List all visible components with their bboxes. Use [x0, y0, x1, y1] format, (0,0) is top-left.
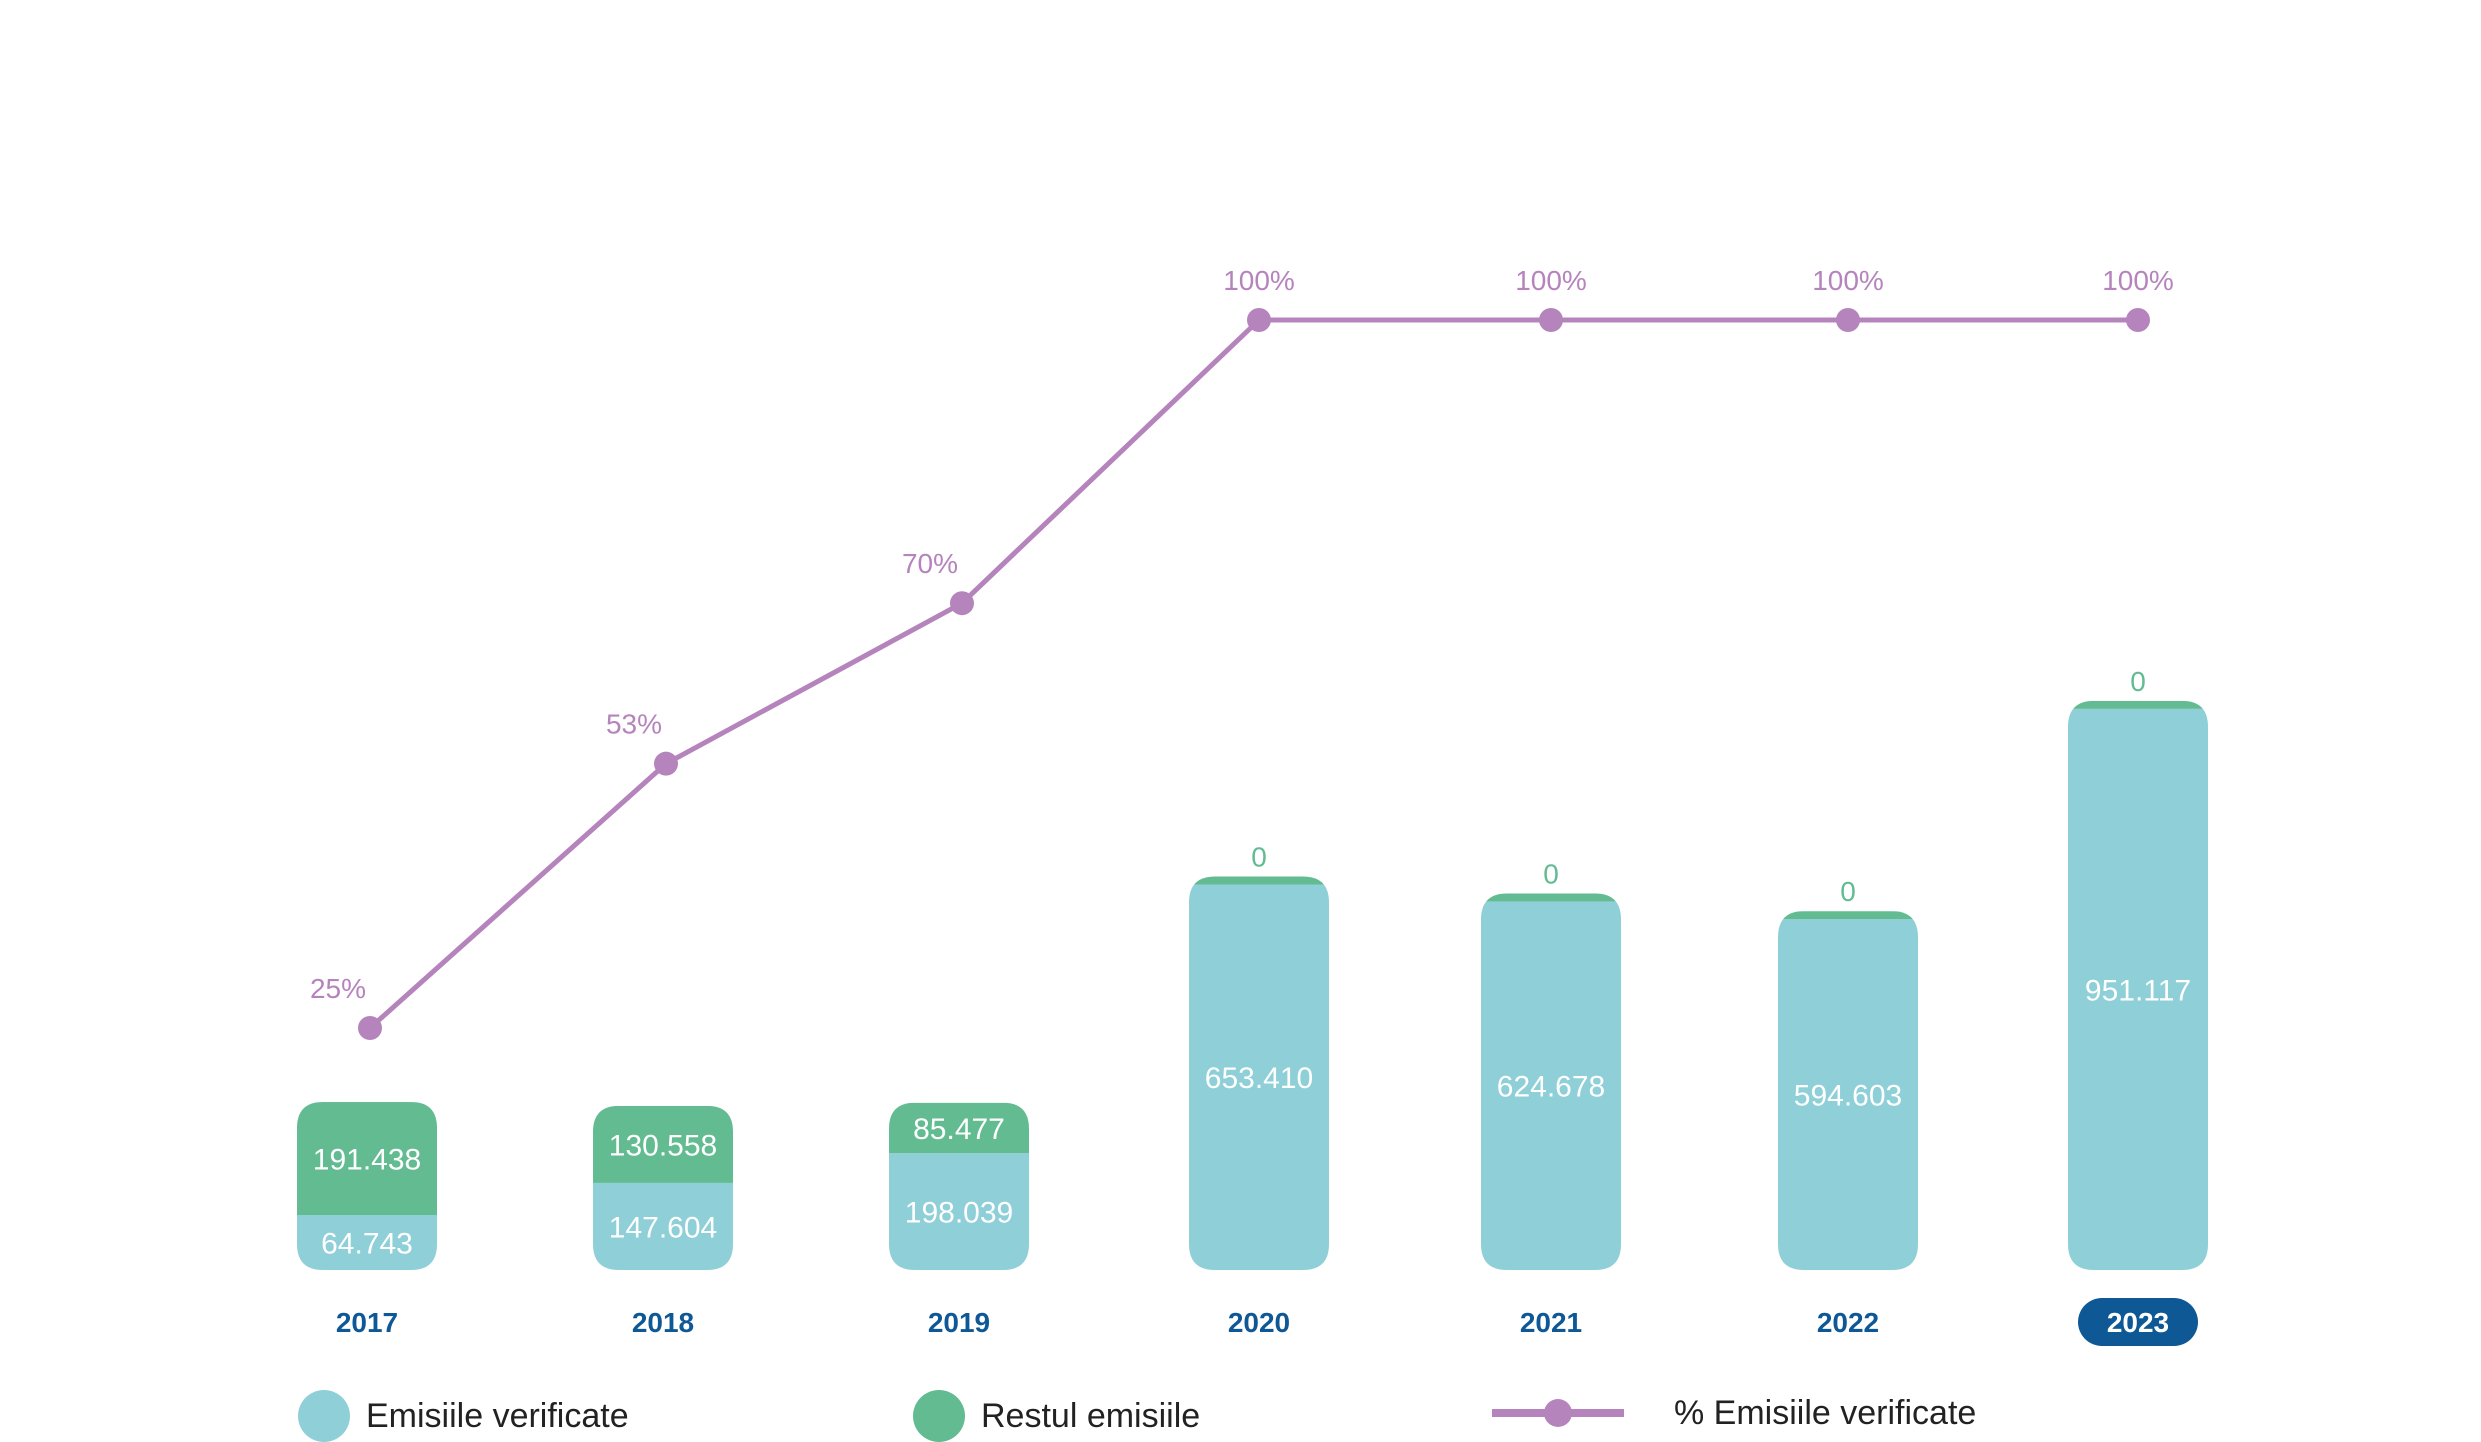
percent-point	[1836, 308, 1860, 332]
bar-verified-2021	[1481, 901, 1621, 1270]
bar-verified-2020	[1189, 884, 1329, 1270]
percent-label: 100%	[1223, 265, 1295, 296]
bar-rest-2021	[1481, 893, 1621, 902]
x-axis-highlight-pill	[2078, 1298, 2198, 1346]
x-axis-label: 2021	[1520, 1307, 1582, 1338]
legend-swatch-circle	[913, 1390, 965, 1442]
bar-verified-2019	[889, 1153, 1029, 1270]
bar-verified-2017	[297, 1215, 437, 1270]
percent-label: 53%	[606, 709, 662, 740]
bar-label-rest: 130.558	[609, 1129, 717, 1162]
bar-verified-2018	[593, 1182, 733, 1270]
percent-line-layer	[358, 308, 2150, 1040]
bar-stack-2018	[593, 1105, 733, 1270]
bar-stack-2020	[1189, 876, 1329, 1270]
x-axis-label: 2023	[2107, 1307, 2169, 1338]
percent-label: 100%	[1812, 265, 1884, 296]
percent-point	[1247, 308, 1271, 332]
bar-label-verified: 64.743	[321, 1228, 413, 1261]
bars-layer	[297, 700, 2208, 1270]
bar-verified-2023	[2068, 708, 2208, 1270]
legend-item-restul-emisiile: Restul emisiile	[913, 1390, 1200, 1442]
legend-swatch-line-marker	[1492, 1387, 1624, 1439]
bar-label-rest-zero: 0	[2130, 666, 2146, 697]
bar-rest-2022	[1778, 911, 1918, 920]
legend-item-percent-emisiile-verificate: % Emisiile verificate	[1492, 1387, 1976, 1439]
percent-label: 100%	[2102, 265, 2174, 296]
bar-label-verified: 147.604	[609, 1211, 717, 1244]
percent-label: 25%	[310, 973, 366, 1004]
x-axis: 2017 2018 2019 2020 2021 2022 2023	[336, 1298, 2198, 1346]
bar-verified-2022	[1778, 919, 1918, 1270]
x-axis-label: 2018	[632, 1307, 694, 1338]
x-axis-label: 2019	[928, 1307, 990, 1338]
bar-label-rest: 191.438	[313, 1144, 421, 1177]
percent-label: 100%	[1515, 265, 1587, 296]
legend-label: Emisiile verificate	[366, 1396, 629, 1435]
x-axis-label: 2017	[336, 1307, 398, 1338]
bar-label-verified: 624.678	[1497, 1071, 1605, 1104]
legend-swatch-circle	[298, 1390, 350, 1442]
bar-stack-2022	[1778, 911, 1918, 1270]
legend-item-emisiile-verificate: Emisiile verificate	[298, 1390, 629, 1442]
x-axis-label: 2022	[1817, 1307, 1879, 1338]
bar-rest-2019	[889, 1102, 1029, 1154]
percent-point	[950, 591, 974, 616]
percent-point	[2126, 308, 2150, 332]
x-axis-label: 2020	[1228, 1307, 1290, 1338]
bar-rest-2018	[593, 1105, 733, 1183]
bar-stack-2017	[297, 1102, 437, 1270]
bar-label-rest-zero: 0	[1840, 876, 1856, 907]
percent-point	[654, 751, 678, 776]
bar-label-verified: 198.039	[905, 1197, 1013, 1230]
percent-point	[1539, 308, 1563, 332]
bar-label-rest-zero: 0	[1251, 841, 1267, 872]
bar-label-rest-zero: 0	[1543, 858, 1559, 889]
bar-label-verified: 951.117	[2085, 974, 2191, 1007]
bar-rest-2017	[297, 1102, 437, 1215]
legend-label: % Emisiile verificate	[1674, 1393, 1977, 1432]
labels-layer: 64.743 191.438 147.604 130.558 198.039 85.477…	[310, 265, 2191, 1261]
bar-stack-2019	[889, 1102, 1029, 1270]
bar-label-verified: 594.603	[1794, 1080, 1902, 1113]
bar-rest-2023	[2068, 700, 2208, 709]
legend-label: Restul emisiile	[981, 1396, 1201, 1435]
bar-rest-2020	[1189, 876, 1329, 885]
percent-label: 70%	[902, 548, 958, 579]
bar-stack-2023	[2068, 700, 2208, 1270]
bar-label-rest: 85.477	[913, 1113, 1005, 1146]
bar-stack-2021	[1481, 893, 1621, 1270]
percent-point	[358, 1016, 382, 1040]
bar-label-verified: 653.410	[1205, 1062, 1313, 1095]
